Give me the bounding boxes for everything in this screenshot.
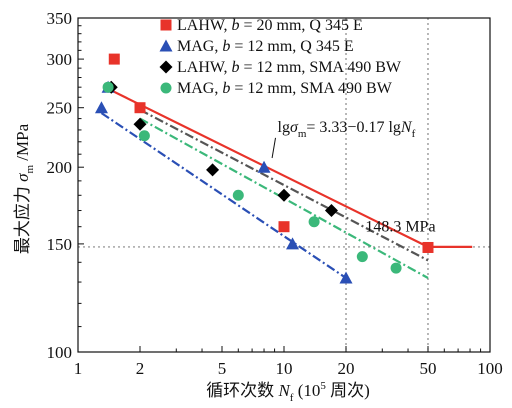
y-axis-title: 最大应力 σm /MPa — [13, 123, 36, 254]
point-series-1 — [108, 53, 120, 65]
plot-points — [94, 53, 434, 284]
point-series-4 — [356, 251, 368, 263]
y-tick-label: 350 — [47, 9, 73, 28]
fit-equation-label: lgσm= 3.33−0.17 lgNf — [278, 119, 416, 140]
y-tick-label: 200 — [47, 158, 73, 177]
point-series-3 — [324, 204, 338, 218]
legend-label-3: LAHW, b = 12 mm, SMA 490 BW — [177, 59, 402, 76]
fit-line-series-4 — [139, 117, 429, 279]
point-series-2 — [94, 101, 108, 114]
legend-label-1: LAHW, b = 20 mm, Q 345 E — [177, 17, 363, 34]
point-series-2 — [257, 160, 271, 173]
legend-marker-3 — [159, 60, 173, 74]
legend: LAHW, b = 20 mm, Q 345 E MAG, b = 12 mm, … — [159, 17, 402, 97]
point-series-4 — [138, 130, 150, 142]
y-tick-label: 150 — [47, 235, 73, 254]
x-axis-title: 循环次数 Nf (105 周次) — [206, 380, 370, 404]
point-series-4 — [232, 189, 244, 201]
x-tick-label: 1 — [74, 359, 83, 378]
x-tick-label: 100 — [477, 359, 503, 378]
point-series-3 — [206, 163, 220, 177]
y-tick-label: 250 — [47, 99, 73, 118]
point-series-1 — [278, 221, 290, 233]
point-series-1 — [422, 241, 434, 253]
point-series-1 — [134, 102, 146, 114]
y-tick-label: 300 — [47, 50, 73, 69]
point-series-2 — [286, 237, 300, 250]
point-series-4 — [102, 81, 114, 93]
point-series-3 — [277, 188, 291, 202]
legend-marker-1 — [160, 19, 172, 31]
fit-line-series-2 — [100, 112, 347, 279]
axes: 1 2 5 10 20 50 100 100 150 200 250 300 350 — [47, 9, 503, 378]
point-series-3 — [133, 117, 147, 131]
legend-label-4: MAG, b = 12 mm, SMA 490 BW — [177, 80, 393, 97]
x-tick-label: 20 — [338, 359, 355, 378]
fit-line-series-3 — [139, 108, 429, 262]
legend-label-2: MAG, b = 12 mm, Q 345 E — [177, 38, 354, 55]
x-tick-label: 50 — [419, 359, 436, 378]
legend-marker-4 — [160, 82, 172, 94]
x-tick-label: 2 — [136, 359, 145, 378]
x-tick-label: 5 — [218, 359, 227, 378]
value-label-148: 148.3 MPa — [365, 219, 435, 236]
x-tick-label: 10 — [276, 359, 293, 378]
point-series-4 — [308, 216, 320, 228]
fit-equation-pointer — [271, 137, 277, 159]
point-series-4 — [390, 262, 402, 274]
legend-marker-2 — [159, 39, 173, 52]
point-series-2 — [339, 271, 353, 284]
y-tick-label: 100 — [47, 343, 73, 362]
